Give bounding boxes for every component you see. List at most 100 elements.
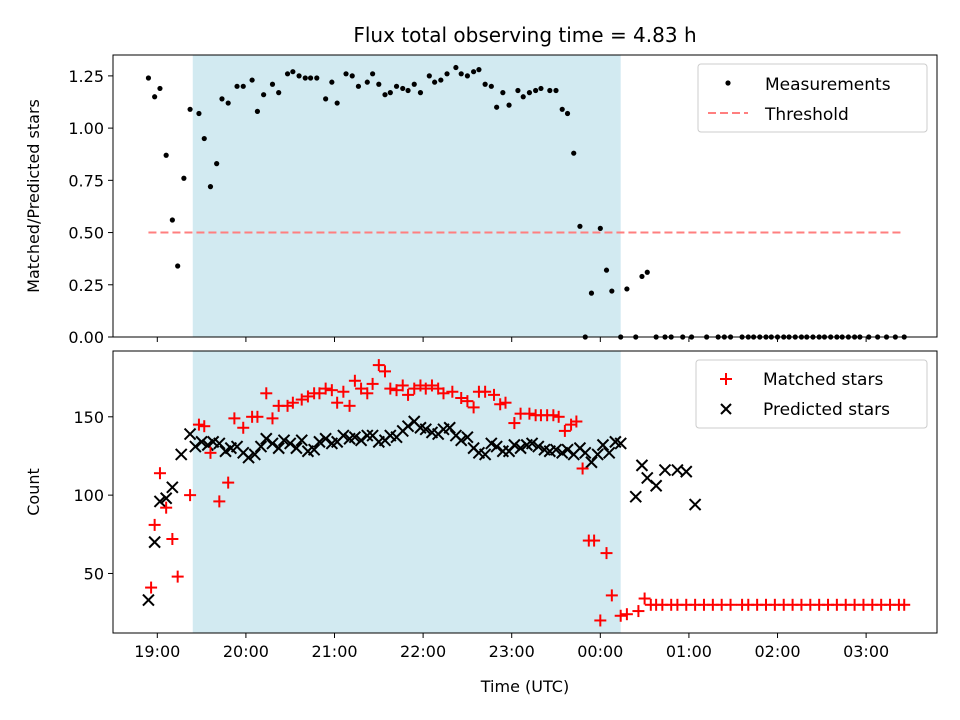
measurement-point xyxy=(417,90,424,96)
matched-star-point xyxy=(361,387,374,400)
y-tick-label: 100 xyxy=(73,486,104,505)
matched-star-point xyxy=(620,608,633,621)
matched-star-point xyxy=(313,387,326,400)
predicted-star-point xyxy=(443,421,456,434)
matched-star-point xyxy=(184,489,197,502)
matched-star-point xyxy=(348,374,361,387)
predicted-star-point xyxy=(254,440,268,453)
predicted-star-point xyxy=(166,481,179,494)
measurement-point xyxy=(405,87,411,94)
observing-window-shade-bottom xyxy=(192,351,621,633)
measurement-point xyxy=(219,96,225,102)
ratio-legend-box xyxy=(697,63,928,133)
measurement-point xyxy=(201,135,207,142)
matched-star-point xyxy=(467,401,480,414)
measurement-point xyxy=(533,87,539,94)
matched-star-point xyxy=(594,614,607,627)
predicted-star-point xyxy=(242,451,255,464)
matched-star-point xyxy=(600,547,613,560)
predicted-star-point xyxy=(260,432,273,445)
matched-star-point xyxy=(153,467,166,480)
measurement-point xyxy=(364,79,370,85)
legend-measurements-marker xyxy=(725,80,731,86)
matched-star-point xyxy=(487,388,500,401)
predicted-star-point xyxy=(508,438,521,452)
measurement-point xyxy=(500,90,506,96)
x-tick-label: 01:00 xyxy=(666,642,712,661)
measurement-point xyxy=(307,75,314,81)
count-points xyxy=(142,359,911,627)
matched-star-point xyxy=(523,407,536,420)
matched-star-point xyxy=(372,359,385,372)
predicted-star-point xyxy=(195,435,208,449)
legend-predicted-marker xyxy=(720,403,732,415)
measurement-point xyxy=(343,71,349,77)
measurement-point xyxy=(181,175,187,181)
matched-star-point xyxy=(160,501,173,514)
matched-star-point xyxy=(390,384,403,397)
matched-star-point xyxy=(355,382,368,395)
predicted-star-point xyxy=(153,495,167,508)
predicted-star-point xyxy=(591,448,604,461)
y-tick-label: 0.50 xyxy=(68,224,104,243)
predicted-star-point xyxy=(272,441,285,455)
matched-star-point xyxy=(494,398,507,411)
legend-matched-marker xyxy=(720,373,732,385)
matched-star-point xyxy=(222,476,235,489)
measurement-point xyxy=(458,71,464,77)
matched-star-point xyxy=(461,395,474,408)
predicted-star-point xyxy=(248,448,261,461)
measurement-point xyxy=(559,106,565,112)
measurement-point xyxy=(538,85,544,92)
x-tick-label: 02:00 xyxy=(754,642,800,661)
ratio-axes: 0.00 0.25 0.50 0.75 1.00 1.25 Matched/Predict… xyxy=(24,54,938,347)
y-tick-label: 0.25 xyxy=(68,276,104,295)
predicted-star-point xyxy=(175,448,188,461)
predicted-star-point xyxy=(307,443,321,456)
predicted-star-point xyxy=(461,430,474,444)
matched-star-point xyxy=(301,390,314,403)
predicted-star-point xyxy=(290,441,303,455)
matched-star-point xyxy=(576,462,589,475)
matched-star-point xyxy=(204,446,217,459)
counts-axis-ticks: 19:00 20:00 21:00 22:00 23:00 00:00 01:00 02:00… xyxy=(73,408,889,661)
matched-star-point xyxy=(228,412,241,425)
matched-star-point xyxy=(408,382,421,395)
y-tick-label: 0.75 xyxy=(68,171,104,190)
predicted-star-point xyxy=(490,440,503,453)
measurement-point xyxy=(175,263,181,269)
predicted-star-point xyxy=(213,437,226,450)
matched-star-point xyxy=(638,592,651,605)
measurement-point xyxy=(464,73,471,79)
measurement-point xyxy=(240,83,246,89)
legend-measurements-label: Measurements xyxy=(765,75,891,95)
predicted-star-point xyxy=(142,593,155,607)
measurement-point xyxy=(284,71,291,77)
measurement-point xyxy=(269,81,276,87)
measurement-point xyxy=(411,81,417,87)
measurement-point xyxy=(157,85,163,92)
matched-star-point xyxy=(384,382,397,395)
y-tick-label: 0.00 xyxy=(68,328,104,347)
measurement-point xyxy=(639,273,645,280)
measurement-point xyxy=(609,288,615,294)
measurement-point xyxy=(323,96,329,102)
measurement-point xyxy=(349,73,355,79)
matched-star-point xyxy=(171,570,184,583)
predicted-star-point xyxy=(354,434,368,447)
matched-star-point xyxy=(213,495,226,508)
matched-star-point xyxy=(319,382,332,395)
measurement-point xyxy=(444,71,450,77)
y-tick-label: 1.25 xyxy=(68,67,104,86)
predicted-star-point xyxy=(295,434,308,447)
matched-star-point xyxy=(145,581,158,594)
predicted-star-point xyxy=(148,535,161,549)
x-tick-label: 00:00 xyxy=(577,642,623,661)
measurement-point xyxy=(564,110,571,117)
predicted-star-point xyxy=(514,441,527,455)
y-tick-label: 1.00 xyxy=(68,119,104,138)
predicted-star-point xyxy=(319,432,332,445)
matched-star-point xyxy=(614,609,627,622)
predicted-star-point xyxy=(596,438,610,452)
measurement-point xyxy=(588,290,595,296)
